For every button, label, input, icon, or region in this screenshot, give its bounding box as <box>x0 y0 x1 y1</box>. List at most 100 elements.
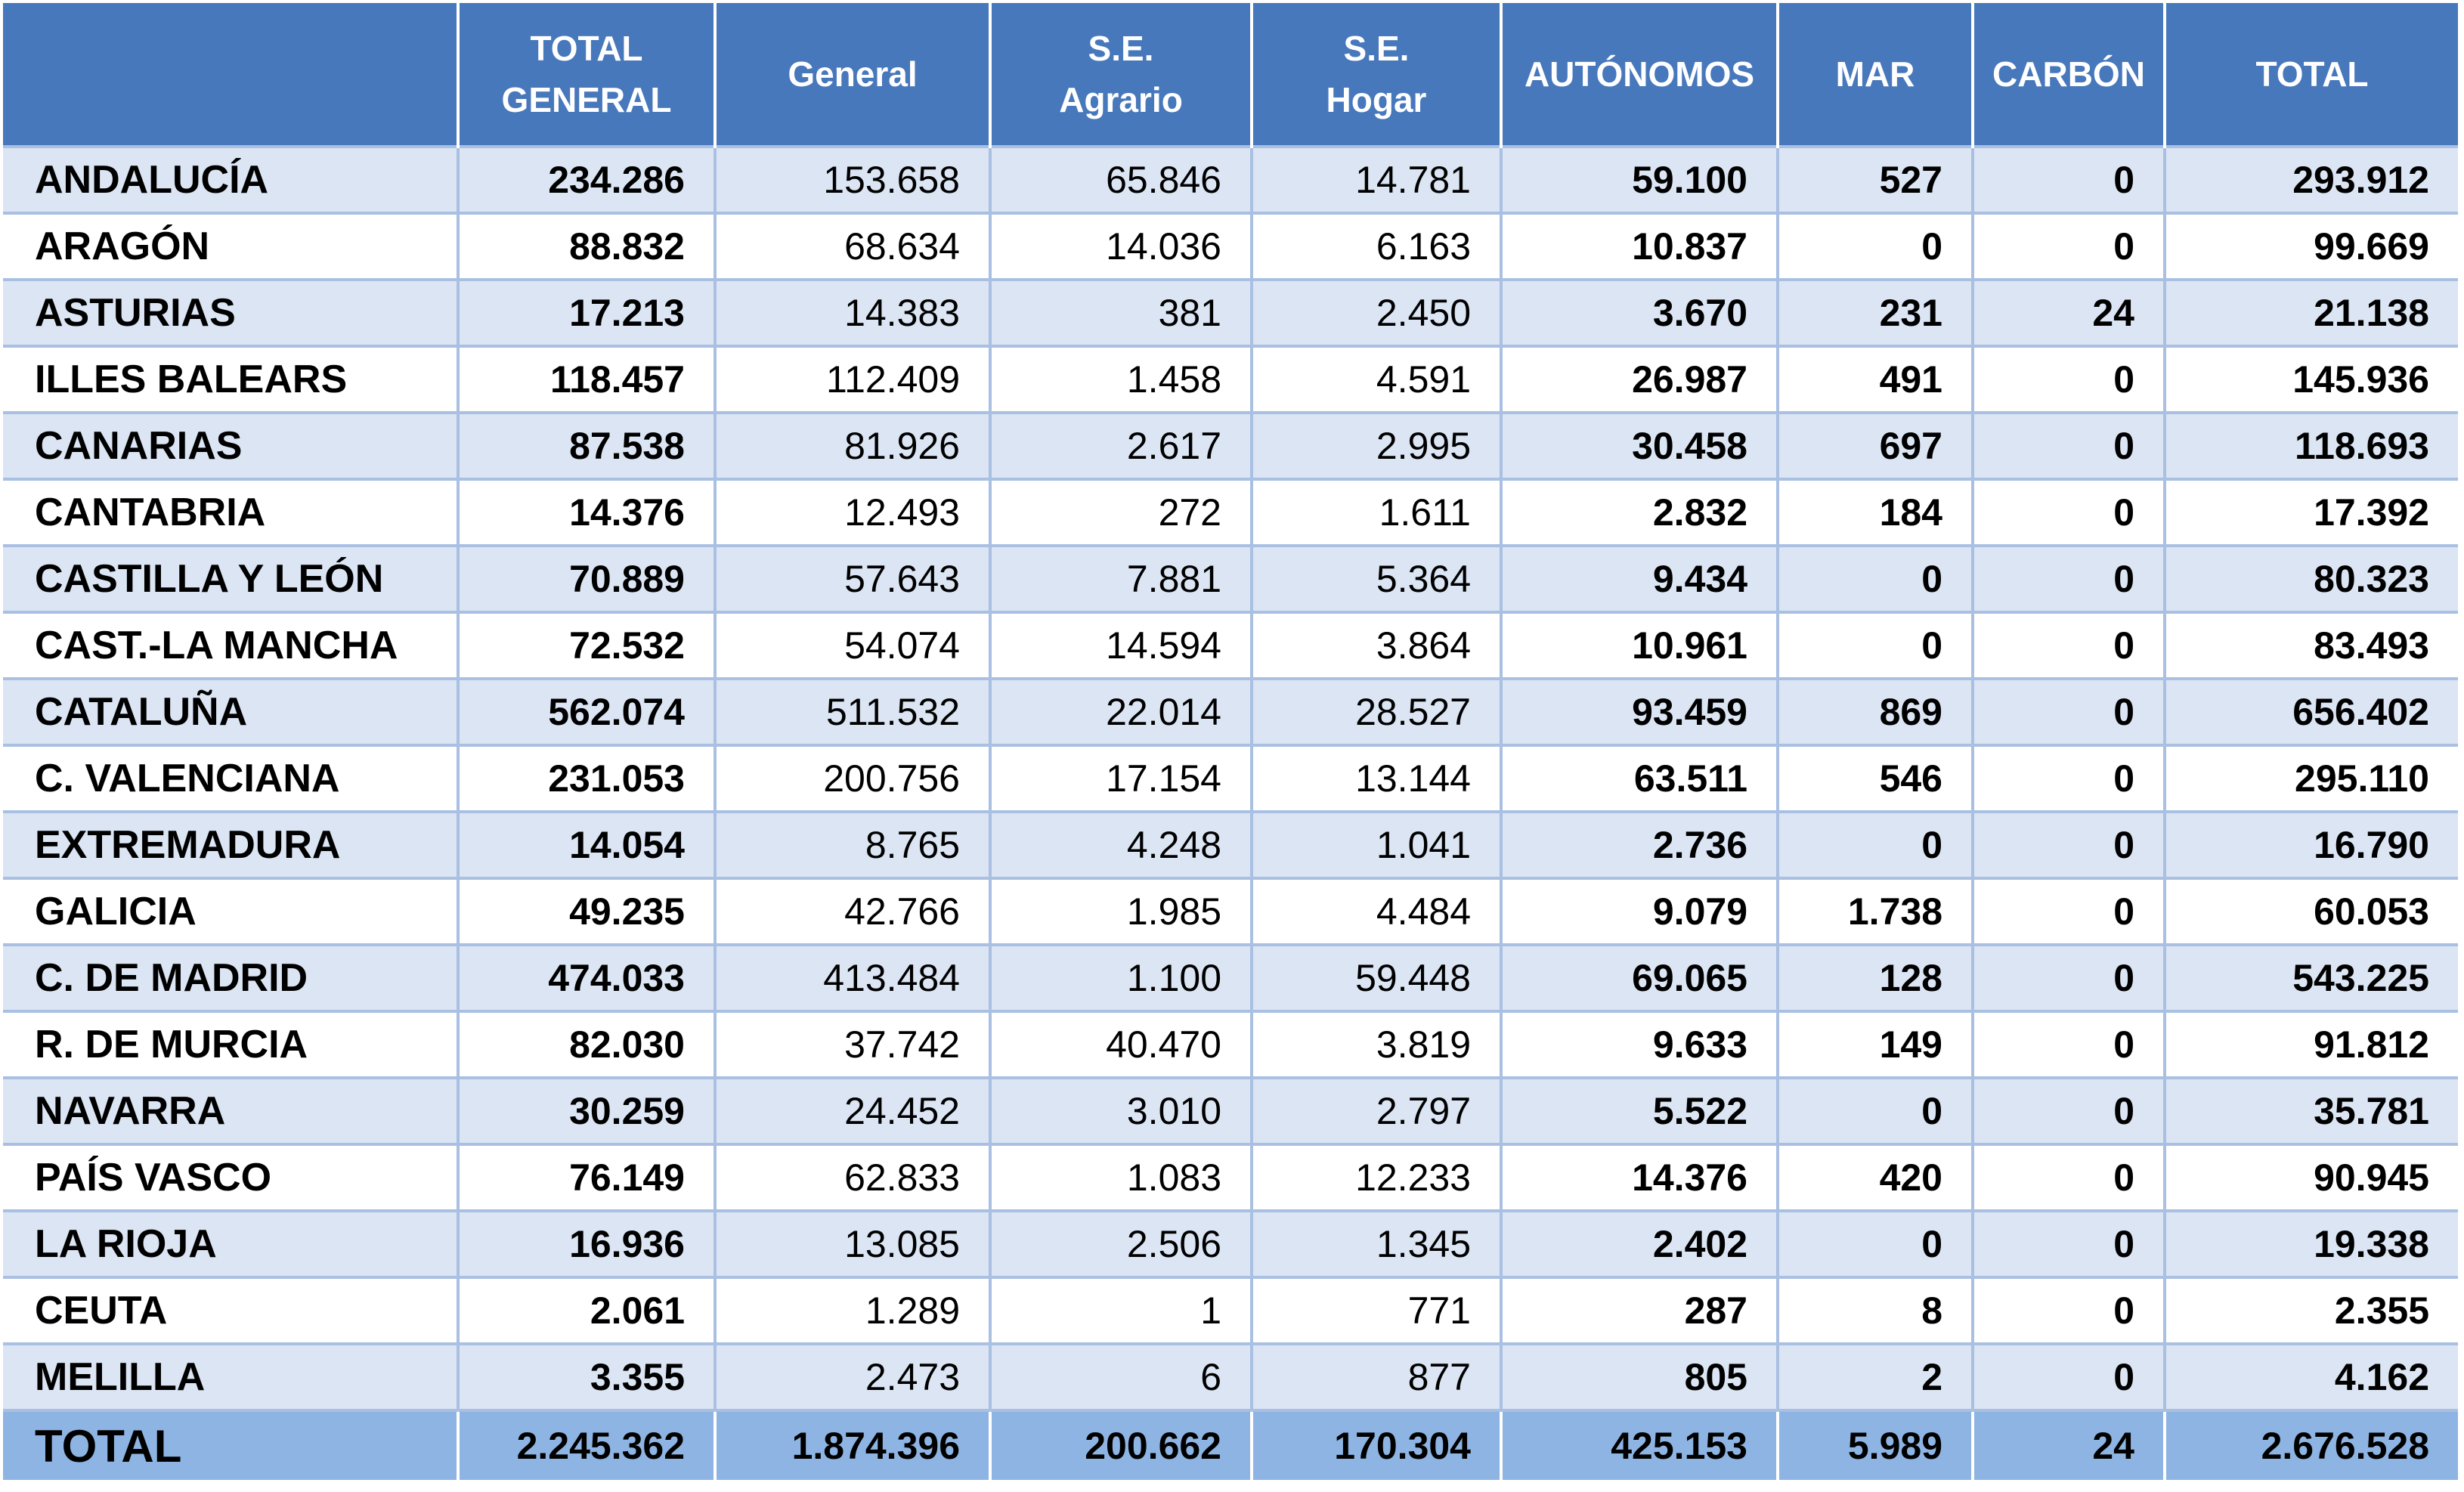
table-row: R. DE MURCIA 82.030 37.742 40.470 3.819 9.633… <box>3 1010 2458 1078</box>
cell-mar: 0 <box>1776 544 1973 612</box>
cell-se-agrario: 17.154 <box>989 744 1252 812</box>
cell-mar: 0 <box>1776 810 1973 878</box>
cell-carbon: 0 <box>1971 411 2165 479</box>
header-row: TOTAL GENERAL General S.E. Agrario S.E. … <box>3 3 2458 147</box>
cell-autonomos: 93.459 <box>1500 677 1778 745</box>
table-row: CEUTA 2.061 1.289 1 771 287 8 0 2.355 <box>3 1276 2458 1344</box>
cell-se-hogar: 14.781 <box>1250 145 1501 213</box>
cell-total: 17.392 <box>2163 478 2458 546</box>
cell-carbon: 0 <box>1971 1276 2165 1344</box>
cell-general: 511.532 <box>714 677 990 745</box>
table-header: TOTAL GENERAL General S.E. Agrario S.E. … <box>3 3 2458 147</box>
cell-total-general: 87.538 <box>457 411 715 479</box>
cell-total: 21.138 <box>2163 278 2458 346</box>
cell-mar: 0 <box>1776 1209 1973 1277</box>
total-row-autonomos: 425.153 <box>1500 1409 1778 1480</box>
header-se-hogar-line-2: Hogar <box>1326 80 1427 119</box>
header-mar: MAR <box>1776 3 1973 147</box>
cell-se-hogar: 1.041 <box>1250 810 1501 878</box>
cell-general: 68.634 <box>714 212 990 280</box>
cell-region: MELILLA <box>3 1342 458 1410</box>
cell-total-general: 2.061 <box>457 1276 715 1344</box>
cell-carbon: 24 <box>1971 278 2165 346</box>
table-row: LA RIOJA 16.936 13.085 2.506 1.345 2.402 0 0 19.… <box>3 1209 2458 1277</box>
cell-general: 112.409 <box>714 345 990 413</box>
cell-mar: 546 <box>1776 744 1973 812</box>
cell-total-general: 49.235 <box>457 877 715 945</box>
cell-se-agrario: 1 <box>989 1276 1252 1344</box>
cell-mar: 2 <box>1776 1342 1973 1410</box>
table-row: NAVARRA 30.259 24.452 3.010 2.797 5.522 0 0 35.7… <box>3 1076 2458 1144</box>
cell-carbon: 0 <box>1971 1143 2165 1211</box>
cell-total: 91.812 <box>2163 1010 2458 1078</box>
cell-region: CASTILLA Y LEÓN <box>3 544 458 612</box>
cell-autonomos: 26.987 <box>1500 345 1778 413</box>
cell-region: NAVARRA <box>3 1076 458 1144</box>
cell-total: 4.162 <box>2163 1342 2458 1410</box>
total-row-carbon: 24 <box>1971 1409 2165 1480</box>
cell-se-hogar: 4.484 <box>1250 877 1501 945</box>
header-se-agrario-line-2: Agrario <box>1059 80 1183 119</box>
cell-mar: 491 <box>1776 345 1973 413</box>
cell-total: 145.936 <box>2163 345 2458 413</box>
cell-total-general: 72.532 <box>457 611 715 679</box>
cell-autonomos: 287 <box>1500 1276 1778 1344</box>
cell-general: 54.074 <box>714 611 990 679</box>
cell-total-general: 3.355 <box>457 1342 715 1410</box>
cell-total-general: 70.889 <box>457 544 715 612</box>
total-row: TOTAL 2.245.362 1.874.396 200.662 170.30… <box>3 1409 2458 1480</box>
table-row: EXTREMADURA 14.054 8.765 4.248 1.041 2.736 0 0 1… <box>3 810 2458 878</box>
table-row: GALICIA 49.235 42.766 1.985 4.484 9.079 1.738 0… <box>3 877 2458 945</box>
cell-carbon: 0 <box>1971 744 2165 812</box>
cell-total: 90.945 <box>2163 1143 2458 1211</box>
header-general: General <box>714 3 990 147</box>
cell-se-hogar: 5.364 <box>1250 544 1501 612</box>
header-total-general-line-2: GENERAL <box>501 80 672 119</box>
cell-se-agrario: 1.100 <box>989 943 1252 1011</box>
total-row-se-agrario: 200.662 <box>989 1409 1252 1480</box>
cell-carbon: 0 <box>1971 677 2165 745</box>
cell-mar: 231 <box>1776 278 1973 346</box>
header-carbon: CARBÓN <box>1971 3 2165 147</box>
table-row: ARAGÓN 88.832 68.634 14.036 6.163 10.837 0 0 99.… <box>3 212 2458 280</box>
cell-total-general: 88.832 <box>457 212 715 280</box>
cell-total-general: 16.936 <box>457 1209 715 1277</box>
total-row-se-hogar: 170.304 <box>1250 1409 1501 1480</box>
cell-total: 80.323 <box>2163 544 2458 612</box>
cell-total-general: 76.149 <box>457 1143 715 1211</box>
cell-autonomos: 2.736 <box>1500 810 1778 878</box>
cell-carbon: 0 <box>1971 611 2165 679</box>
cell-total-general: 234.286 <box>457 145 715 213</box>
header-se-hogar: S.E. Hogar <box>1250 3 1501 147</box>
cell-total: 35.781 <box>2163 1076 2458 1144</box>
cell-general: 14.383 <box>714 278 990 346</box>
cell-mar: 697 <box>1776 411 1973 479</box>
header-region <box>3 3 458 147</box>
cell-se-hogar: 12.233 <box>1250 1143 1501 1211</box>
cell-total-general: 118.457 <box>457 345 715 413</box>
cell-general: 12.493 <box>714 478 990 546</box>
cell-carbon: 0 <box>1971 212 2165 280</box>
cell-se-agrario: 4.248 <box>989 810 1252 878</box>
cell-total-general: 17.213 <box>457 278 715 346</box>
header-se-agrario: S.E. Agrario <box>989 3 1252 147</box>
cell-autonomos: 9.434 <box>1500 544 1778 612</box>
cell-region: CEUTA <box>3 1276 458 1344</box>
total-row-label: TOTAL <box>3 1409 458 1480</box>
cell-se-agrario: 1.458 <box>989 345 1252 413</box>
cell-se-hogar: 6.163 <box>1250 212 1501 280</box>
cell-total: 295.110 <box>2163 744 2458 812</box>
cell-se-hogar: 2.450 <box>1250 278 1501 346</box>
cell-se-agrario: 1.985 <box>989 877 1252 945</box>
cell-se-hogar: 3.864 <box>1250 611 1501 679</box>
cell-se-agrario: 40.470 <box>989 1010 1252 1078</box>
total-row-total: 2.676.528 <box>2163 1409 2458 1480</box>
cell-se-agrario: 65.846 <box>989 145 1252 213</box>
cell-carbon: 0 <box>1971 544 2165 612</box>
cell-mar: 0 <box>1776 212 1973 280</box>
cell-autonomos: 9.633 <box>1500 1010 1778 1078</box>
cell-se-hogar: 1.611 <box>1250 478 1501 546</box>
table-footer: TOTAL 2.245.362 1.874.396 200.662 170.30… <box>3 1409 2458 1480</box>
cell-autonomos: 9.079 <box>1500 877 1778 945</box>
header-se-agrario-line-1: S.E. <box>1088 29 1154 68</box>
